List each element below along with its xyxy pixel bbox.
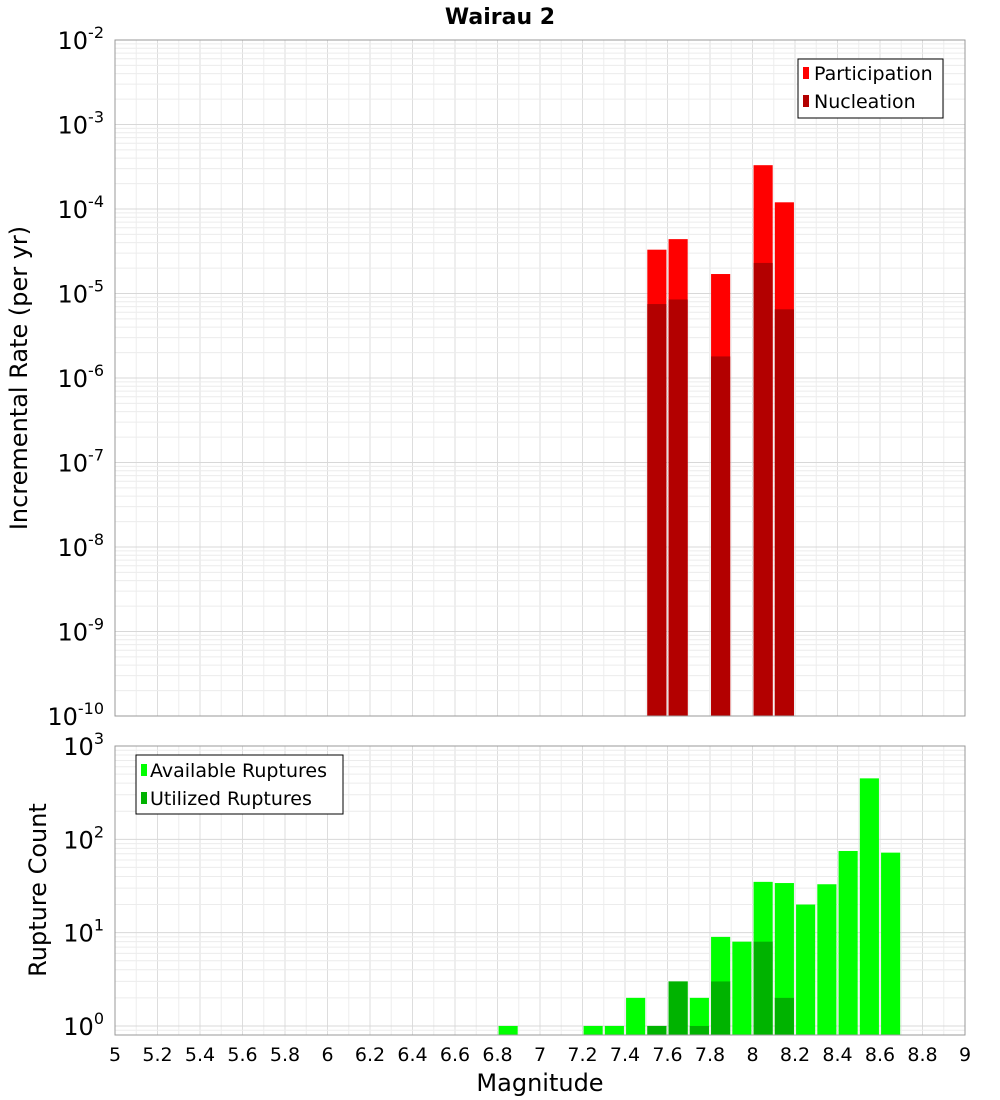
x-tick-label: 9 [959,1044,971,1066]
bottom-y-tick-label: 102 [63,822,104,854]
top-y-tick-labels: 10-10 10-9 10-8 10-7 10-6 10-5 10-4 10-3 10-2 [47,23,104,731]
bottom-plot-frame [114,745,966,1036]
x-tick-label: 8.2 [780,1044,810,1066]
nucleation-bar [668,299,688,716]
utilized-ruptures-bars [647,941,794,1035]
bottom-y-tick-label: 101 [63,916,104,948]
top-plot-panel: 10-10 10-9 10-8 10-7 10-6 10-5 10-4 10-3 10-2 In… [5,23,966,731]
top-y-tick-label: 10-2 [58,23,105,55]
participation-legend-swatch [803,67,809,79]
utilized-legend-swatch [141,792,147,804]
x-tick-label: 6 [321,1044,333,1066]
utilized-ruptures-bar [711,981,731,1035]
utilized-legend-label: Utilized Ruptures [150,788,312,810]
x-tick-label: 6.4 [397,1044,427,1066]
utilized-ruptures-bar [668,981,688,1035]
top-y-tick-label: 10-8 [58,530,105,562]
available-ruptures-bar [498,1025,518,1035]
participation-legend-label: Participation [814,63,933,85]
available-ruptures-bar [583,1025,603,1035]
utilized-ruptures-bar [774,997,794,1035]
x-tick-label: 8.4 [822,1044,852,1066]
x-axis-label: Magnitude [476,1069,603,1097]
top-y-tick-label: 10-5 [58,277,105,309]
x-tick-label: 5.2 [142,1044,172,1066]
nucleation-bars [647,262,794,716]
nucleation-legend-swatch [803,95,809,107]
x-tick-label: 8.6 [865,1044,895,1066]
bottom-legend: Available Ruptures Utilized Ruptures [135,754,344,815]
x-tick-label: 7.4 [610,1044,640,1066]
top-y-tick-label: 10-4 [58,192,105,224]
chart-title: Wairau 2 [445,5,555,30]
top-y-axis-label: Incremental Rate (per yr) [5,226,33,530]
bottom-legend-box [135,754,344,815]
x-tick-label: 6.6 [440,1044,470,1066]
bottom-y-tick-labels: 100 101 102 103 [63,729,104,1041]
utilized-ruptures-bar [689,1025,709,1035]
x-tick-label: 8 [746,1044,758,1066]
available-ruptures-bar [689,997,709,1035]
available-ruptures-bar [626,997,646,1035]
top-plot-frame [114,39,966,717]
x-tick-label: 7.6 [652,1044,682,1066]
x-tick-label: 6.2 [355,1044,385,1066]
available-ruptures-bar [732,941,752,1035]
bottom-y-axis-label: Rupture Count [24,803,52,977]
bottom-y-tick-label: 100 [63,1009,104,1041]
nucleation-bar [774,309,794,716]
utilized-ruptures-bar [753,941,773,1035]
available-legend-label: Available Ruptures [150,760,327,782]
x-tick-label: 6.8 [482,1044,512,1066]
x-tick-label: 5.6 [227,1044,257,1066]
nucleation-legend-label: Nucleation [814,91,916,113]
available-ruptures-bar [817,884,837,1035]
top-y-tick-label: 10-7 [58,446,105,478]
x-tick-label: 8.8 [907,1044,937,1066]
top-y-tick-label: 10-9 [58,615,105,647]
bottom-y-tick-label: 103 [63,729,104,761]
nucleation-bar [753,262,773,716]
x-tick-label: 5.8 [270,1044,300,1066]
utilized-ruptures-bar [647,1025,667,1035]
available-ruptures-bar [881,852,901,1035]
top-legend: Participation Nucleation [797,58,944,119]
available-ruptures-bar [774,883,794,1035]
nucleation-bar [711,356,731,716]
x-tick-label: 5 [109,1044,121,1066]
nucleation-bar [647,304,667,716]
x-tick-labels: 5 5.2 5.4 5.6 5.8 6 6.2 6.4 6.6 6.8 7 7.2 7.4 7.6 7.8 8… [109,1044,971,1066]
x-tick-label: 7 [534,1044,546,1066]
x-tick-label: 5.4 [185,1044,215,1066]
x-tick-label: 7.8 [695,1044,725,1066]
top-y-tick-label: 10-3 [58,108,105,140]
top-legend-box [797,58,944,119]
available-ruptures-bar [859,778,879,1035]
available-ruptures-bar [796,904,816,1035]
top-y-tick-label: 10-10 [47,699,104,731]
available-legend-swatch [141,764,147,776]
bottom-plot-panel: 100 101 102 103 5 5.2 5.4 5.6 5.8 6 6.2 6.4 6.6 6.8 7… [24,729,971,1097]
top-y-tick-label: 10-6 [58,361,105,393]
top-grid [114,40,966,717]
available-ruptures-bar [604,1025,624,1035]
x-tick-label: 7.2 [567,1044,597,1066]
available-ruptures-bar [838,850,858,1035]
